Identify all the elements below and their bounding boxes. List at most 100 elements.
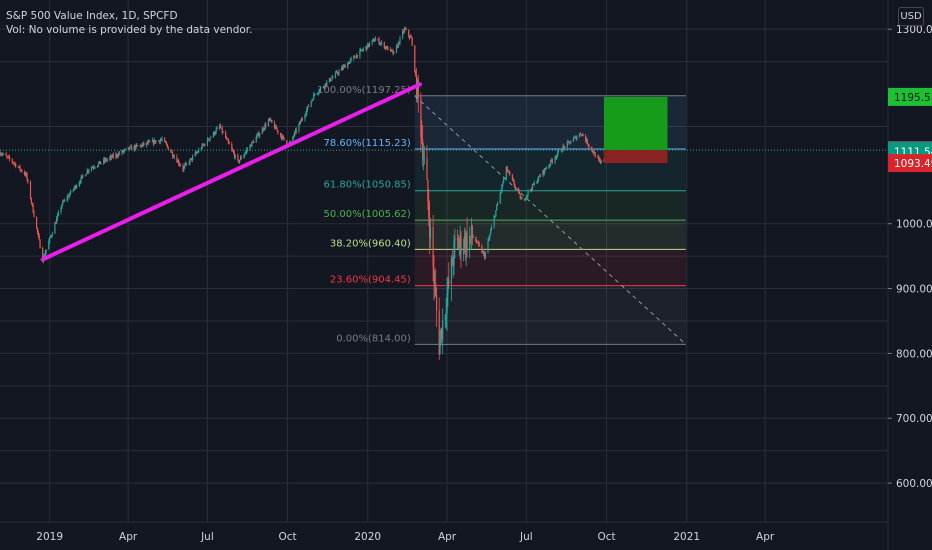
candle-body (56, 218, 58, 224)
candle-body (182, 165, 184, 170)
candle-body (332, 76, 334, 78)
candle-body (216, 127, 218, 130)
candle-body (39, 239, 41, 249)
candle-body (167, 146, 169, 150)
candle-body (31, 202, 33, 205)
candle-body (283, 137, 285, 141)
candle-body (246, 149, 248, 152)
candle-body (245, 151, 247, 154)
candle-body (588, 145, 590, 147)
candle-body (335, 71, 337, 73)
candle-body (261, 128, 263, 134)
candle-body (426, 157, 428, 180)
candle-body (603, 159, 605, 161)
candle-body (6, 155, 8, 157)
candle-body (417, 79, 419, 97)
candle-body (50, 235, 53, 237)
currency-button[interactable]: USD (898, 7, 924, 26)
candle-body (530, 189, 533, 191)
candle-body (525, 195, 527, 199)
candle-body (161, 138, 163, 140)
candle-body (569, 142, 571, 144)
fib-level-label: 38.20%(960.40) (330, 238, 411, 249)
candle-body (312, 99, 314, 101)
candle-body (85, 173, 87, 176)
price-axis-badge-label: 1093.49 (894, 158, 932, 170)
fib-zone (414, 190, 686, 221)
candle-body (137, 145, 139, 147)
candle-body (575, 136, 577, 140)
candle-body (191, 158, 193, 160)
candle-body (527, 191, 529, 195)
candle-body (307, 105, 310, 107)
candle-body (416, 79, 419, 99)
candle-body (244, 153, 246, 155)
candle-body (494, 216, 496, 218)
candle-body (544, 168, 547, 170)
candle-body (8, 156, 11, 160)
candle-body (1, 154, 3, 156)
candle-body (86, 170, 88, 174)
candle-body (133, 145, 135, 150)
candle-body (578, 133, 581, 137)
candle-body (310, 101, 312, 107)
candle-body (568, 141, 570, 143)
candle-body (555, 157, 557, 159)
candle-body (172, 156, 175, 158)
candle-body (356, 55, 358, 57)
candle-body (429, 227, 432, 239)
candle-body (386, 46, 388, 49)
candle-body (484, 252, 486, 259)
candle-body (170, 149, 172, 153)
time-tick-label: Jul (519, 531, 533, 543)
candle-body (585, 139, 588, 142)
candle-body (103, 159, 106, 162)
trend-line[interactable] (40, 82, 423, 262)
candle-body (66, 198, 68, 200)
candle-body (276, 129, 278, 131)
candle-body (414, 45, 416, 72)
candle-body (538, 175, 541, 177)
candle-body (69, 193, 71, 197)
candle-body (184, 165, 186, 167)
candle-body (148, 141, 150, 143)
price-axis-badge-label: 1195.57 (894, 92, 932, 104)
candle-body (280, 135, 283, 139)
candle-body (197, 152, 199, 153)
candle-body (298, 124, 300, 132)
candle-body (512, 179, 514, 182)
price-axis-badge (888, 87, 932, 106)
candle-body (368, 43, 371, 47)
candle-body (427, 179, 429, 202)
candle-body (45, 249, 47, 253)
candle-body (361, 50, 364, 52)
candle-body (259, 133, 261, 137)
candle-body (392, 50, 394, 54)
candle-body (500, 190, 502, 193)
stop-zone[interactable] (603, 150, 668, 164)
candle-body (539, 175, 541, 177)
candle-body (341, 67, 344, 69)
candle-body (347, 63, 349, 68)
candle-body (440, 328, 442, 339)
candle-body (551, 160, 554, 162)
candle-body (54, 223, 56, 234)
candle-body (124, 148, 127, 150)
candle-body (476, 241, 479, 243)
candle-body (343, 65, 345, 67)
price-tick-label: 600.00 (896, 478, 932, 490)
candle-body (12, 162, 14, 163)
target-zone[interactable] (603, 96, 668, 151)
fib-level-label: 61.80%(1050.85) (324, 180, 411, 191)
price-axis[interactable] (888, 0, 932, 550)
candle-body (33, 212, 35, 217)
candle-body (447, 279, 449, 295)
candle-body (487, 240, 489, 253)
candle-body (469, 235, 472, 237)
candle-body (265, 124, 267, 127)
candle-body (7, 156, 9, 158)
candle-body (554, 157, 556, 162)
candle-body (271, 120, 273, 123)
candle-body (2, 154, 4, 155)
